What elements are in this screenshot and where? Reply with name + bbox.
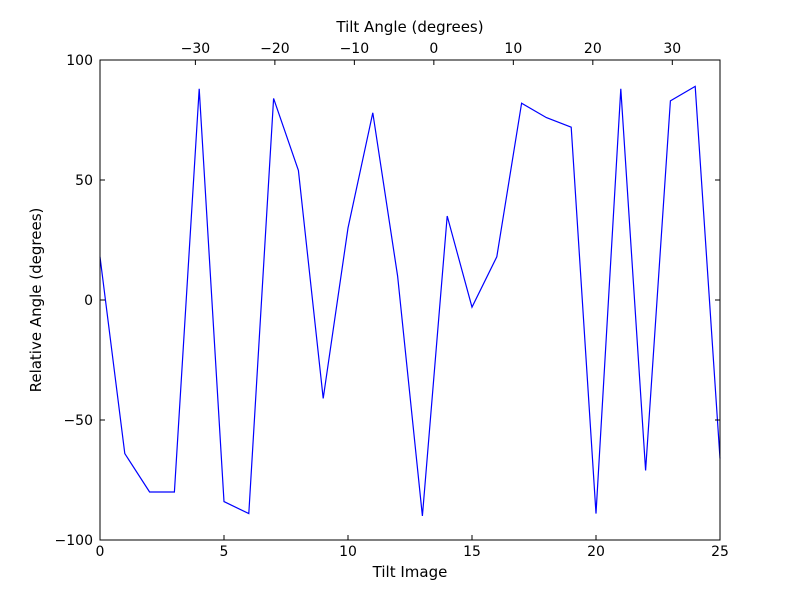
x2-tick-label: −10: [340, 41, 370, 57]
x-tick-label: 15: [463, 544, 481, 560]
x2-tick-label: 0: [429, 41, 438, 57]
x-tick-label: 0: [96, 544, 105, 560]
x-axis-label: Tilt Image: [372, 563, 448, 581]
x2-tick-label: −20: [260, 41, 290, 57]
x-tick-label: 25: [711, 544, 729, 560]
y-tick-label: 0: [84, 293, 93, 309]
y-tick-label: 50: [75, 173, 93, 189]
x2-tick-label: 10: [504, 41, 522, 57]
y-tick-label: −100: [55, 533, 93, 549]
x2-axis-label: Tilt Angle (degrees): [335, 18, 483, 36]
plot-area: [100, 60, 720, 540]
x-tick-label: 10: [339, 544, 357, 560]
x-tick-label: 5: [220, 544, 229, 560]
y-tick-label: −50: [63, 413, 93, 429]
x-tick-label: 20: [587, 544, 605, 560]
x2-tick-label: 30: [663, 41, 681, 57]
y-tick-label: 100: [66, 53, 93, 69]
series-line: [99, 85, 721, 517]
y-axis-label: Relative Angle (degrees): [27, 208, 45, 393]
x2-tick-label: −30: [181, 41, 211, 57]
x2-tick-label: 20: [584, 41, 602, 57]
